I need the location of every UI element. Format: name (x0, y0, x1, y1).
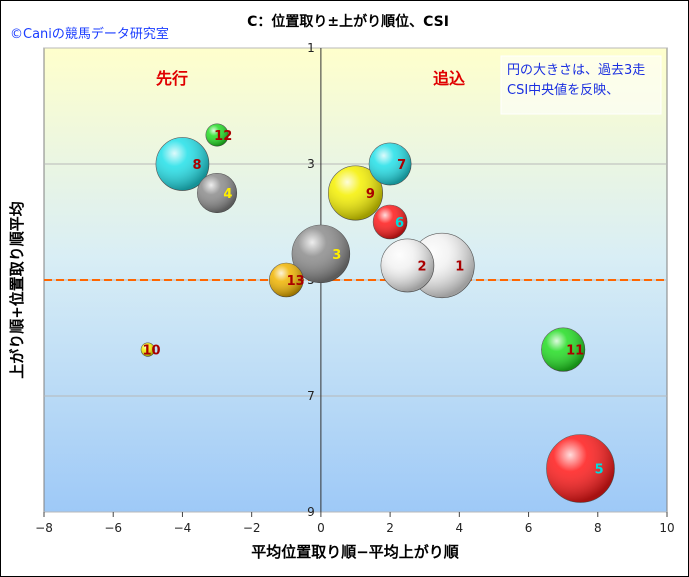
bubble-4: 4 (197, 172, 238, 214)
bubble-6-shine (373, 205, 408, 239)
bubble-label: 7 (397, 158, 406, 173)
bubble-8: 8 (155, 137, 210, 191)
x-tick-label: −8 (35, 521, 53, 535)
bubble-7-shine (369, 142, 412, 186)
x-tick-label: −6 (104, 521, 122, 535)
bubble-label: 11 (566, 344, 584, 359)
x-tick-label: 4 (456, 521, 464, 535)
bubble-label: 12 (214, 129, 232, 144)
bubble-label: 10 (143, 344, 161, 359)
bubble-label: 3 (332, 248, 341, 263)
bubble-3: 3 (291, 224, 351, 284)
grid-lines (44, 47, 667, 513)
bubble-8-shine (155, 137, 209, 191)
bubble-13-shine (269, 263, 304, 297)
y-tick-label: 7 (307, 389, 315, 403)
region-label-left: 先行 (156, 69, 188, 88)
bubble-label: 5 (595, 463, 604, 478)
credit-text: ©Caniの競馬データ研究室 (10, 26, 169, 42)
chart-title: C：位置取り±上がり順位、CSI (247, 13, 449, 30)
bubble-11: 11 (541, 327, 586, 372)
bubble-label: 1 (455, 260, 464, 275)
bubble-11-shine (541, 327, 585, 372)
size-note: 円の大きさは、過去3走 CSI中央値を反映、 (500, 55, 662, 115)
bubble-12-shine (205, 123, 229, 147)
y-axis-label: 上がり順+位置取り順平均 (8, 201, 26, 379)
x-tick-label: −2 (243, 521, 261, 535)
bubble-9-shine (328, 165, 383, 221)
bubble-label: 6 (395, 216, 404, 231)
bubble-3-shine (291, 225, 350, 283)
bubble-label: 8 (193, 158, 202, 173)
x-tick-label: 10 (659, 521, 674, 535)
bubble-2: 2 (380, 238, 435, 293)
x-tick-label: −4 (174, 521, 192, 535)
x-tick-label: 8 (594, 521, 602, 535)
y-tick-label: 9 (307, 505, 315, 519)
bubble-10: 10 (140, 342, 161, 359)
y-tick-label: 3 (307, 157, 315, 171)
bubble-label: 2 (417, 260, 426, 275)
bubble-6: 6 (372, 204, 408, 240)
x-axis-label: 平均位置取り順−平均上がり順 (251, 543, 460, 561)
size-note-line-2: CSI中央値を反映、 (507, 82, 619, 98)
x-tick-label: 0 (317, 521, 325, 535)
x-tick-label: 2 (386, 521, 394, 535)
bubble-4-shine (197, 173, 237, 213)
bubble-13: 13 (268, 262, 305, 298)
size-note-line-1: 円の大きさは、過去3走 (507, 63, 645, 78)
x-tick-label: 6 (525, 521, 533, 535)
bubble-5-shine (546, 434, 615, 503)
bubble-label: 13 (287, 274, 305, 289)
bubble-9: 9 (327, 165, 383, 221)
size-note-box (500, 55, 662, 115)
bubble-label: 4 (223, 187, 232, 202)
bubble-12: 12 (205, 123, 232, 147)
region-label-right: 追込 (433, 69, 465, 88)
bubble-10-shine (141, 342, 155, 357)
y-tick-label: 1 (307, 41, 315, 55)
bubble-7: 7 (368, 142, 412, 186)
bubble-2-shine (380, 238, 434, 293)
bubble-5: 5 (546, 434, 615, 503)
bubble-label: 9 (366, 187, 375, 202)
